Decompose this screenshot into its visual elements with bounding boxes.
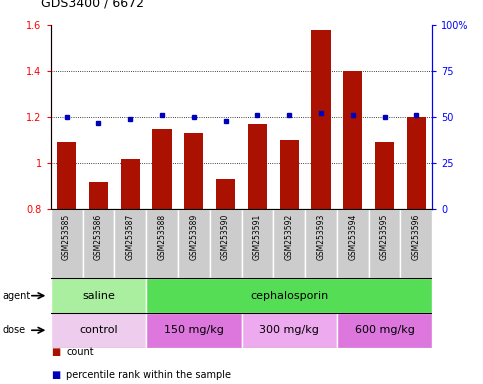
Text: cephalosporin: cephalosporin [250,291,328,301]
Text: GSM253588: GSM253588 [157,214,167,260]
Text: count: count [66,347,94,357]
Bar [89,182,108,384]
Bar [210,209,242,278]
Text: 600 mg/kg: 600 mg/kg [355,325,414,335]
Bar [146,278,432,313]
Bar [337,313,432,348]
Text: 300 mg/kg: 300 mg/kg [259,325,319,335]
Text: control: control [79,325,118,335]
Text: 150 mg/kg: 150 mg/kg [164,325,224,335]
Bar [178,209,210,278]
Text: percentile rank within the sample: percentile rank within the sample [66,370,231,380]
Bar [51,209,83,278]
Bar [242,313,337,348]
Text: GSM253596: GSM253596 [412,214,421,260]
Bar [146,209,178,278]
Bar [57,142,76,384]
Text: GSM253593: GSM253593 [316,214,326,260]
Bar [337,209,369,278]
Bar [83,209,114,278]
Text: GSM253587: GSM253587 [126,214,135,260]
Bar [273,209,305,278]
Bar [153,129,171,384]
Bar [216,179,235,384]
Text: dose: dose [2,325,26,335]
Text: GSM253595: GSM253595 [380,214,389,260]
Text: GSM253589: GSM253589 [189,214,199,260]
Text: GSM253594: GSM253594 [348,214,357,260]
Bar [343,71,362,384]
Text: GSM253585: GSM253585 [62,214,71,260]
Text: GSM253586: GSM253586 [94,214,103,260]
Text: GSM253592: GSM253592 [284,214,294,260]
Bar [51,278,146,313]
Text: GSM253590: GSM253590 [221,214,230,260]
Text: saline: saline [82,291,115,301]
Text: ■: ■ [51,347,60,357]
Bar [146,313,242,348]
Bar [185,133,203,384]
Bar [280,140,298,384]
Text: agent: agent [2,291,30,301]
Bar [375,142,394,384]
Text: ■: ■ [51,370,60,380]
Bar [305,209,337,278]
Bar [248,124,267,384]
Bar [400,209,432,278]
Bar [407,117,426,384]
Text: GDS3400 / 6672: GDS3400 / 6672 [41,0,144,10]
Bar [121,159,140,384]
Bar [369,209,400,278]
Bar [312,30,330,384]
Bar [242,209,273,278]
Bar [114,209,146,278]
Text: GSM253591: GSM253591 [253,214,262,260]
Bar [51,313,146,348]
